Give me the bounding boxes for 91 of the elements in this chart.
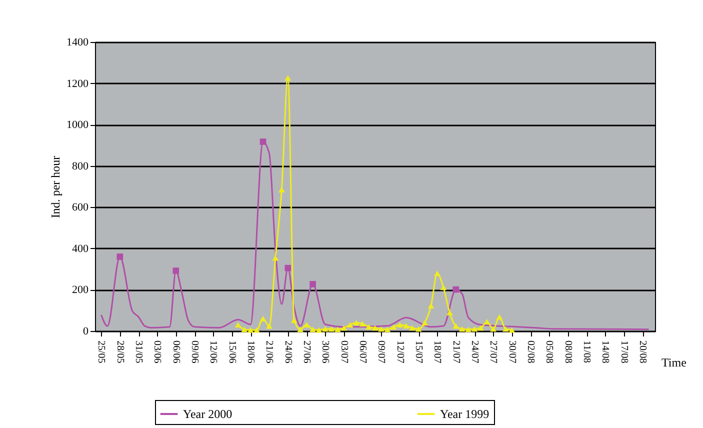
point [402, 323, 410, 329]
x-tick-label: 05/08 [544, 340, 555, 364]
x-tick-label: 09/06 [189, 340, 200, 364]
x-tick-label: 08/08 [562, 340, 574, 364]
point [353, 320, 360, 326]
point [116, 254, 124, 260]
point [440, 284, 447, 290]
point [310, 280, 316, 288]
y-tick-label: 400 [72, 242, 89, 255]
point [322, 326, 328, 332]
point [496, 314, 503, 320]
x-tick-label: 15/06 [226, 340, 238, 364]
y-tick-label: 800 [72, 160, 89, 172]
x-tick-label: 18/06 [245, 340, 256, 364]
point [384, 326, 391, 332]
point [272, 255, 279, 261]
x-tick-label: 06/06 [170, 340, 182, 364]
y-tick-label: 600 [72, 202, 89, 214]
point [359, 321, 366, 327]
x-tick-label: 18/07 [432, 340, 443, 364]
x-tick-label: 30/07 [506, 340, 518, 364]
legend-label: Year 1999 [440, 407, 490, 421]
point [396, 322, 404, 328]
x-tick-label: 12/06 [208, 340, 219, 364]
point [434, 270, 440, 276]
x-tick-label: 03/06 [152, 340, 163, 364]
y-tick-label: 1200 [66, 78, 89, 90]
point [428, 303, 434, 309]
x-tick-label: 20/08 [637, 340, 648, 364]
point [409, 325, 416, 331]
point [284, 75, 292, 81]
x-tick-label: 11/08 [581, 340, 592, 363]
x-tick-label: 21/06 [264, 340, 275, 364]
x-tick-label: 02/08 [525, 340, 536, 364]
point [458, 326, 466, 332]
x-tick-label: 14/08 [600, 340, 611, 364]
point [303, 322, 310, 328]
point [490, 326, 496, 332]
y-tick-label: 0 [83, 326, 89, 338]
x-tick-label: 28/05 [114, 340, 126, 364]
point [415, 326, 422, 332]
x-tick-label: 31/05 [133, 340, 144, 364]
point [234, 322, 242, 328]
x-tick-label: 24/07 [469, 340, 480, 364]
point [328, 326, 335, 332]
y-tick-label: 1000 [66, 119, 89, 132]
x-tick-label: 12/07 [394, 340, 406, 364]
x-tick-label: 03/07 [338, 340, 350, 364]
point [310, 326, 316, 332]
point [254, 327, 260, 333]
x-tick-label: 15/07 [413, 340, 424, 364]
point [372, 325, 378, 331]
x-tick-label: 30/06 [320, 340, 331, 364]
point [446, 310, 453, 316]
y-tick-label: 200 [72, 284, 89, 296]
x-tick-label: 21/07 [450, 340, 462, 364]
point [266, 323, 272, 329]
point [422, 320, 428, 326]
point [508, 327, 516, 333]
point [334, 326, 341, 332]
x-tick-label: 17/08 [618, 340, 630, 364]
point [502, 326, 509, 332]
x-tick-label: 24/06 [282, 340, 294, 364]
x-axis-title: Time [662, 356, 686, 370]
point [290, 318, 298, 324]
x-tick-label: 27/07 [488, 340, 499, 364]
y-axis-title: Ind. per hour [48, 156, 62, 218]
point [316, 327, 322, 333]
point [172, 268, 180, 274]
point [465, 326, 472, 332]
point [260, 316, 266, 322]
point [366, 324, 372, 330]
point [241, 326, 248, 332]
point [340, 325, 348, 331]
point [452, 286, 460, 293]
point [478, 325, 484, 331]
point [260, 138, 266, 145]
point [284, 264, 292, 272]
point [346, 322, 354, 328]
x-tick-label: 09/07 [376, 340, 387, 364]
point [378, 326, 384, 332]
x-tick-label: 25/05 [96, 340, 107, 364]
point [390, 324, 397, 330]
x-tick-label: 27/06 [301, 340, 312, 364]
x-tick-label: 06/07 [357, 340, 368, 364]
point [471, 326, 478, 332]
y-tick-label: 1400 [66, 36, 89, 48]
legend-label: Year 2000 [183, 407, 232, 421]
point [247, 327, 254, 333]
point [452, 323, 460, 329]
point [297, 326, 304, 332]
